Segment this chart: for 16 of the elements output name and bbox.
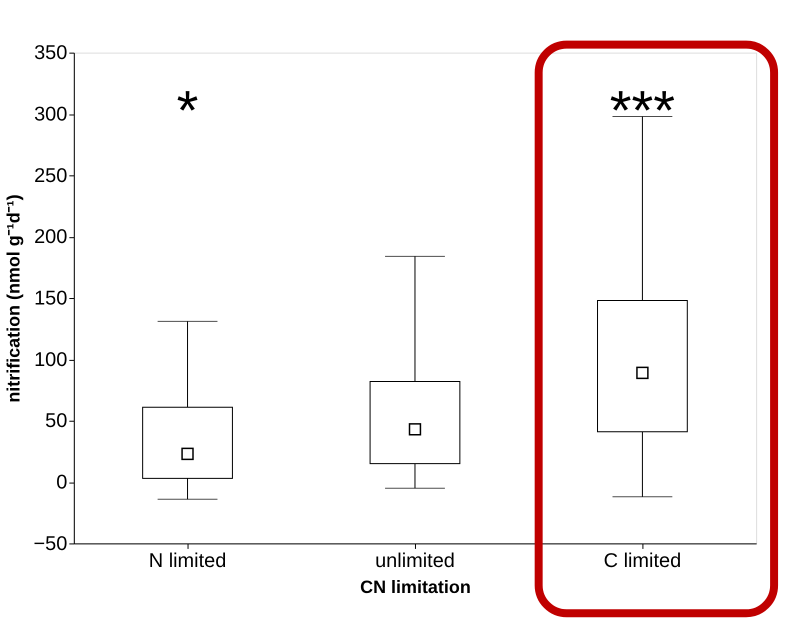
x-tick-label: N limited [148, 550, 226, 572]
y-tick-label: 0 [56, 472, 68, 494]
annotation: * [176, 78, 198, 142]
y-tick-label: 200 [34, 226, 68, 248]
x-tick-label: C limited [604, 550, 682, 572]
x-axis-title: CN limitation [360, 576, 471, 597]
y-axis-title: nitrification (nmol g⁻¹d⁻¹) [4, 194, 24, 403]
y-tick-label: −50 [34, 532, 68, 555]
y-tick-label: 50 [45, 410, 68, 432]
y-tick-label: 250 [34, 164, 68, 187]
y-tick-label: 150 [34, 288, 68, 310]
x-tick-label: unlimited [375, 550, 455, 572]
annotation: *** [610, 78, 676, 142]
y-tick-label: 300 [34, 103, 68, 126]
y-tick-label: 100 [34, 348, 68, 371]
y-tick-label: 350 [34, 42, 68, 64]
